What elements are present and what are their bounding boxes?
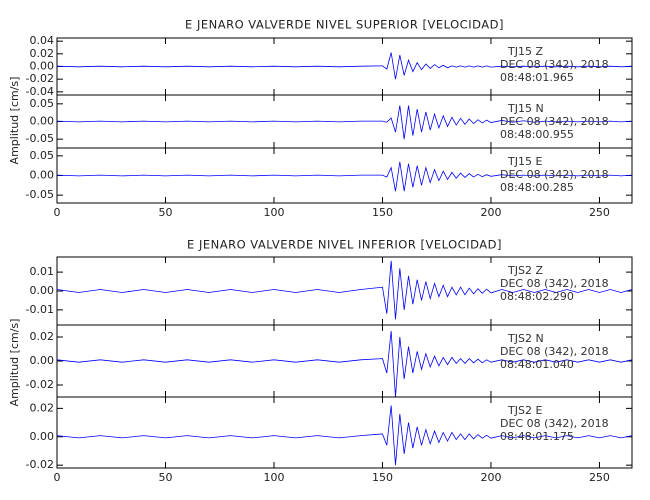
station-label: TJS2 E xyxy=(507,404,542,417)
date-label: DEC 08 (342), 2018 xyxy=(500,58,609,71)
y-tick-label: -0.05 xyxy=(26,132,54,145)
date-label: DEC 08 (342), 2018 xyxy=(500,168,609,181)
waveform xyxy=(56,105,633,140)
station-label: TJ15 N xyxy=(507,102,544,115)
y-tick-label: 0.02 xyxy=(30,47,55,60)
date-label: DEC 08 (342), 2018 xyxy=(500,277,609,290)
station-label: TJ15 Z xyxy=(507,45,543,58)
time-label: 08:48:02.290 xyxy=(500,290,574,303)
x-tick-label: 0 xyxy=(54,471,61,484)
time-label: 08:48:01.965 xyxy=(500,71,574,84)
station-label: TJS2 Z xyxy=(507,264,543,277)
y-tick-label: -0.02 xyxy=(26,458,54,471)
y-tick-label: 0.00 xyxy=(30,60,55,73)
y-tick-label: 0.00 xyxy=(30,284,55,297)
y-tick-label: 0.00 xyxy=(30,169,55,182)
x-tick-label: 250 xyxy=(589,471,610,484)
y-tick-label: 0.02 xyxy=(30,330,55,343)
waveform xyxy=(56,330,633,398)
x-tick-label: 0 xyxy=(54,206,61,219)
waveform xyxy=(56,405,633,466)
waveform xyxy=(56,161,633,192)
y-tick-label: 0.05 xyxy=(30,97,55,110)
y-tick-label: 0.00 xyxy=(30,354,55,367)
chart-title: E JENARO VALVERDE NIVEL INFERIOR [VELOCI… xyxy=(187,238,502,252)
time-label: 08:48:01.175 xyxy=(500,430,574,443)
x-tick-label: 150 xyxy=(372,471,393,484)
y-tick-label: 0.00 xyxy=(30,115,55,128)
y-tick-label: 0.05 xyxy=(30,149,55,162)
y-tick-label: -0.05 xyxy=(26,188,54,201)
y-tick-label: 0.00 xyxy=(30,430,55,443)
chart-title: E JENARO VALVERDE NIVEL SUPERIOR [VELOCI… xyxy=(185,18,504,32)
y-tick-label: -0.02 xyxy=(26,378,54,391)
y-axis-label: Amplitud [cm/s] xyxy=(8,77,21,165)
waveform xyxy=(56,260,633,320)
y-tick-label: -0.04 xyxy=(26,85,54,98)
x-tick-label: 150 xyxy=(372,206,393,219)
x-tick-label: 50 xyxy=(158,471,172,484)
time-label: 08:48:00.285 xyxy=(500,181,574,194)
x-tick-label: 250 xyxy=(589,206,610,219)
date-label: DEC 08 (342), 2018 xyxy=(500,115,609,128)
date-label: DEC 08 (342), 2018 xyxy=(500,417,609,430)
x-tick-label: 100 xyxy=(263,206,284,219)
station-label: TJ15 E xyxy=(507,155,542,168)
y-tick-label: -0.02 xyxy=(26,72,54,85)
x-tick-label: 50 xyxy=(158,206,172,219)
time-label: 08:48:01.040 xyxy=(500,358,574,371)
x-tick-label: 100 xyxy=(263,471,284,484)
date-label: DEC 08 (342), 2018 xyxy=(500,345,609,358)
waveform xyxy=(56,52,633,80)
station-label: TJS2 N xyxy=(507,332,544,345)
panel-frame xyxy=(56,396,633,469)
y-axis-label: Amplitud [cm/s] xyxy=(8,319,21,407)
x-tick-label: 200 xyxy=(480,471,501,484)
y-tick-label: 0.02 xyxy=(30,401,55,414)
y-tick-label: -0.01 xyxy=(26,303,54,316)
time-label: 08:48:00.955 xyxy=(500,128,574,141)
x-tick-label: 200 xyxy=(480,206,501,219)
y-tick-label: 0.01 xyxy=(30,265,55,278)
y-tick-label: 0.04 xyxy=(30,34,55,47)
